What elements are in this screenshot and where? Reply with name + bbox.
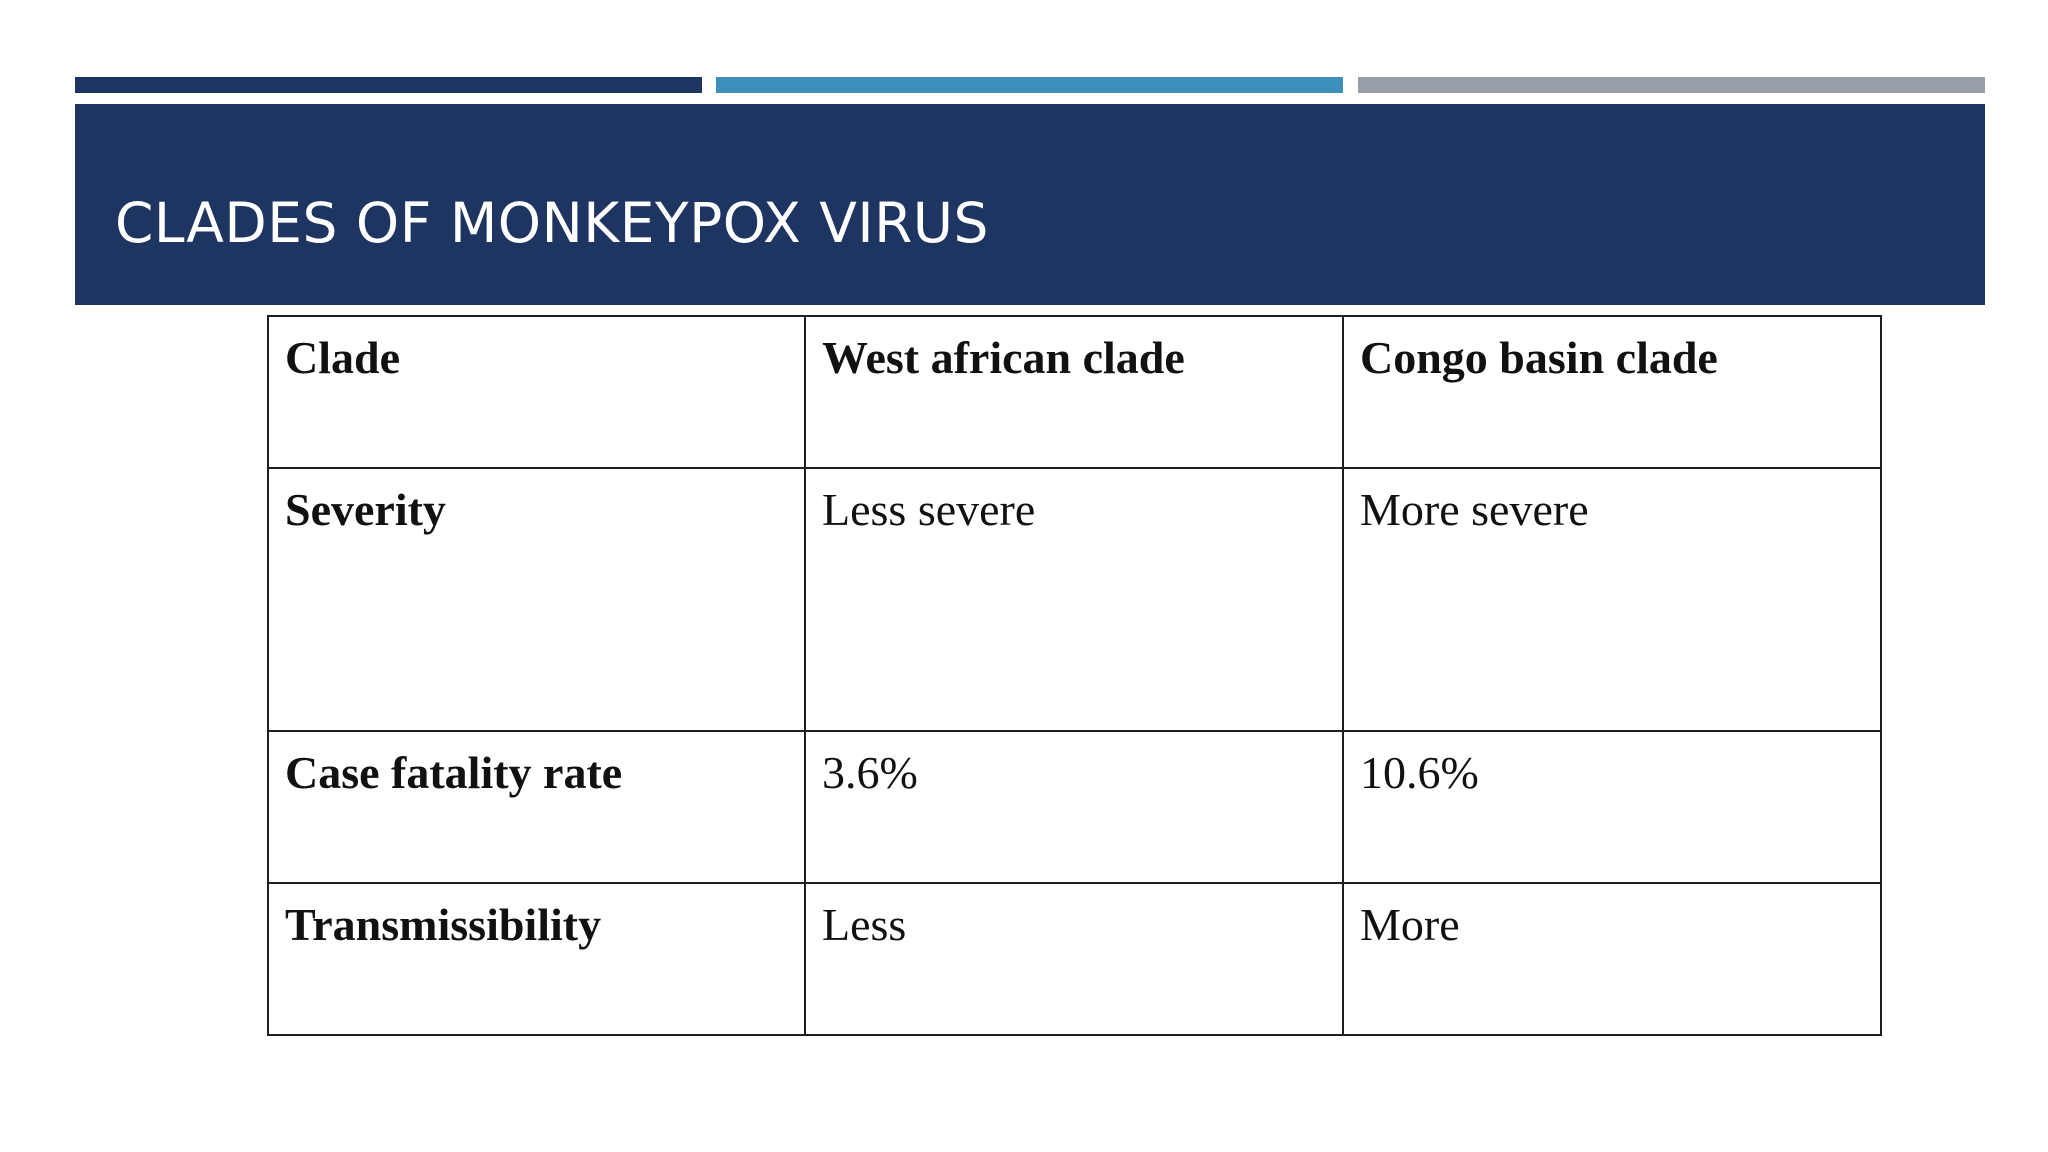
row-label-case-fatality-rate: Case fatality rate: [267, 730, 806, 884]
table-row-transmissibility: Transmissibility Less More: [267, 882, 1882, 1036]
header-cell-clade: Clade: [267, 315, 806, 469]
cell-severity-west-african: Less severe: [804, 467, 1344, 732]
cell-cfr-west-african: 3.6%: [804, 730, 1344, 884]
header-cell-congo-basin: Congo basin clade: [1342, 315, 1882, 469]
accent-bar-navy: [75, 77, 702, 93]
row-label-transmissibility: Transmissibility: [267, 882, 806, 1036]
table-row-severity: Severity Less severe More severe: [267, 467, 1882, 732]
row-label-severity: Severity: [267, 467, 806, 732]
cell-transmissibility-congo-basin: More: [1342, 882, 1882, 1036]
table-header-row: Clade West african clade Congo basin cla…: [267, 315, 1882, 469]
cell-cfr-congo-basin: 10.6%: [1342, 730, 1882, 884]
header-cell-west-african: West african clade: [804, 315, 1344, 469]
title-band: CLADES OF MONKEYPOX VIRUS: [75, 104, 1985, 305]
clade-comparison-table: Clade West african clade Congo basin cla…: [267, 315, 1882, 1036]
accent-bar-blue: [716, 77, 1343, 93]
cell-transmissibility-west-african: Less: [804, 882, 1344, 1036]
cell-severity-congo-basin: More severe: [1342, 467, 1882, 732]
slide-title: CLADES OF MONKEYPOX VIRUS: [115, 191, 989, 255]
accent-bar-gray: [1358, 77, 1985, 93]
table-row-case-fatality-rate: Case fatality rate 3.6% 10.6%: [267, 730, 1882, 884]
